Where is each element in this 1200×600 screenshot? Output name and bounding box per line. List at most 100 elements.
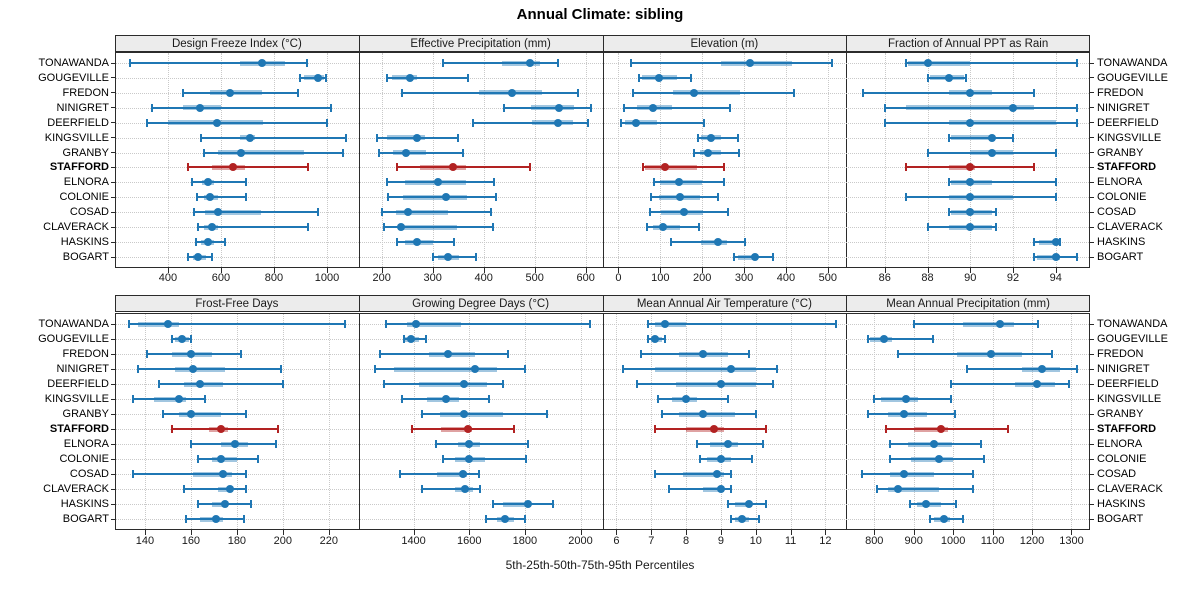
interval-cap-95 (1033, 163, 1036, 172)
interval-cap-95 (751, 455, 754, 463)
interval-cap-5 (639, 350, 642, 358)
axis-tick-label: 400 (776, 272, 796, 284)
axis-tick (328, 530, 330, 535)
gridline-vertical (992, 314, 994, 529)
interval-line-5-95 (647, 323, 836, 325)
gridline-horizontal (116, 324, 1089, 325)
median-dot (221, 500, 230, 508)
row-tick-right (1090, 77, 1094, 79)
median-dot (459, 410, 468, 418)
row-tick-left (111, 383, 115, 385)
interval-line-5-95 (402, 91, 579, 94)
gridline-horizontal (116, 444, 1089, 445)
row-tick-right (1090, 398, 1094, 400)
median-dot (194, 253, 203, 261)
iqr-band-25-75 (654, 321, 687, 327)
gridline-vertical (1055, 53, 1057, 267)
interval-line-5-95 (128, 323, 345, 325)
interval-cap-95 (274, 440, 277, 448)
gridline-horizontal (116, 519, 1089, 520)
interval-cap-95 (479, 485, 482, 493)
iqr-band-25-75 (703, 486, 725, 492)
interval-cap-95 (1036, 320, 1039, 328)
axis-tick (744, 268, 746, 273)
interval-cap-95 (425, 335, 428, 343)
interval-line-5-95 (201, 136, 346, 139)
interval-cap-5 (171, 425, 174, 433)
row-tick-right (1090, 226, 1094, 228)
median-dot (727, 365, 736, 373)
gridline-horizontal (116, 107, 1089, 109)
interval-cap-95 (765, 425, 768, 433)
axis-tick (616, 530, 618, 535)
axis-tick-label: 1300 (1059, 535, 1084, 547)
interval-line-5-95 (700, 458, 753, 460)
median-dot (716, 455, 725, 463)
row-label-right: STAFFORD (1097, 423, 1157, 435)
axis-tick-label: 1000 (314, 272, 340, 284)
iqr-band-25-75 (179, 411, 221, 417)
axis-tick-label: 6 (613, 535, 620, 547)
interval-cap-95 (1059, 238, 1062, 247)
axis-tick-label: 300 (423, 272, 442, 284)
row-tick-right (1090, 323, 1094, 325)
interval-cap-5 (132, 395, 135, 403)
interval-cap-5 (484, 515, 487, 523)
interval-cap-95 (775, 365, 778, 373)
median-dot (699, 410, 708, 418)
iqr-band-25-75 (654, 366, 756, 372)
interval-cap-95 (203, 395, 206, 403)
median-dot (226, 88, 235, 97)
interval-line-5-95 (927, 226, 996, 229)
gridline-vertical (381, 53, 383, 267)
axis-tick (432, 268, 434, 273)
iqr-band-25-75 (672, 90, 740, 96)
axis-tick-label: 0 (615, 272, 622, 284)
iqr-band-25-75 (419, 164, 466, 170)
median-dot (406, 335, 415, 343)
iqr-band-25-75 (502, 501, 531, 507)
interval-cap-5 (128, 59, 131, 67)
row-label-left: GOUGEVILLE (38, 333, 109, 345)
interval-cap-5 (947, 208, 950, 217)
iqr-band-25-75 (951, 135, 994, 141)
gridline-horizontal (116, 369, 1089, 370)
interval-line-5-95 (877, 488, 973, 490)
interval-cap-95 (245, 193, 248, 202)
gridline-horizontal (116, 92, 1089, 94)
axis-tick (1055, 268, 1057, 273)
interval-cap-95 (1054, 193, 1057, 202)
interval-cap-95 (281, 380, 284, 388)
median-dot (206, 193, 215, 202)
interval-cap-5 (491, 500, 494, 508)
median-dot (936, 425, 945, 433)
interval-cap-95 (589, 103, 592, 112)
median-dot (236, 148, 245, 157)
row-tick-left (111, 107, 115, 109)
interval-cap-5 (387, 193, 390, 202)
interval-cap-5 (889, 455, 892, 463)
median-dot (944, 73, 953, 82)
row-label-left: BOGART (62, 513, 109, 525)
row-tick-right (1090, 107, 1094, 109)
gridline-horizontal (116, 414, 1089, 415)
interval-cap-5 (883, 103, 886, 112)
row-label-left: HASKINS (60, 498, 109, 510)
interval-line-5-95 (172, 428, 279, 430)
row-label-right: TONAWANDA (1097, 318, 1168, 330)
interval-cap-95 (730, 485, 733, 493)
gridline-horizontal (116, 459, 1089, 460)
iqr-band-25-75 (625, 120, 657, 126)
median-dot (461, 485, 470, 493)
interval-cap-95 (512, 425, 515, 433)
strip-divider (358, 295, 360, 312)
iqr-band-25-75 (397, 224, 458, 230)
gridline-vertical (585, 53, 587, 267)
axis-tick-label: 94 (1049, 272, 1062, 284)
x-axis-title: 5th-25th-50th-75th-95th Percentiles (505, 558, 695, 572)
row-label-left: BOGART (62, 251, 109, 263)
interval-cap-5 (883, 118, 886, 127)
row-tick-left (111, 196, 115, 198)
row-label-right: BOGART (1097, 251, 1144, 263)
panel-divider (602, 52, 604, 268)
